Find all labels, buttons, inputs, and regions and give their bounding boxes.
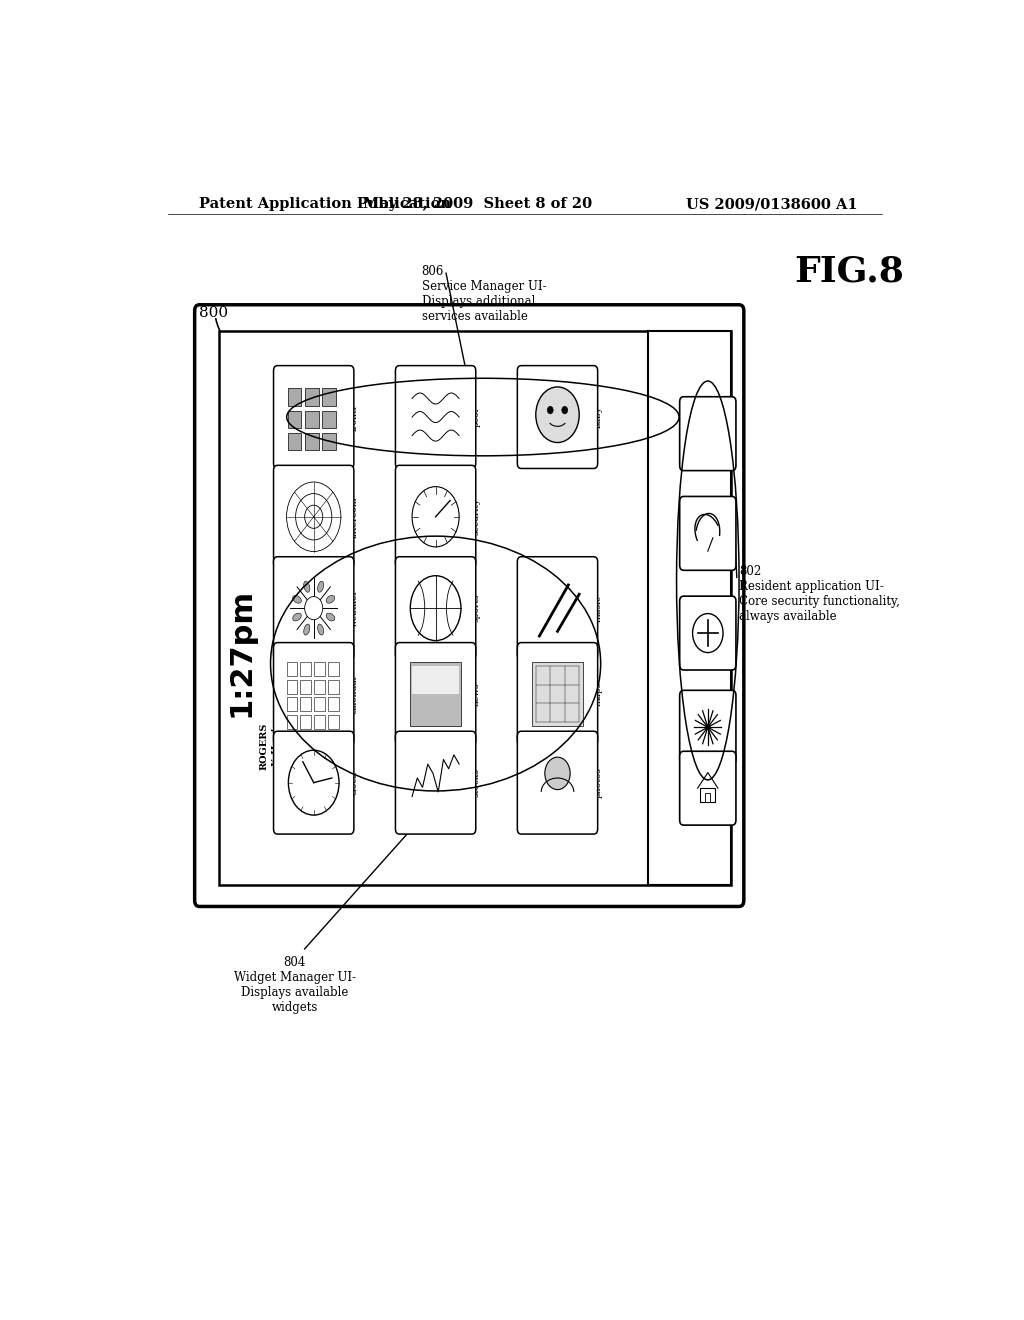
- Circle shape: [706, 725, 710, 730]
- Text: pool: pool: [472, 408, 480, 426]
- FancyBboxPatch shape: [517, 557, 598, 660]
- FancyBboxPatch shape: [273, 366, 354, 469]
- Text: weather: weather: [350, 589, 358, 627]
- FancyBboxPatch shape: [395, 643, 476, 746]
- Bar: [648, 331, 731, 886]
- Bar: [305, 411, 318, 428]
- FancyBboxPatch shape: [273, 557, 354, 660]
- FancyBboxPatch shape: [680, 496, 736, 570]
- Text: news: news: [472, 682, 480, 706]
- Text: US 2009/0138600 A1: US 2009/0138600 A1: [686, 197, 858, 211]
- Text: May 28, 2009  Sheet 8 of 20: May 28, 2009 Sheet 8 of 20: [362, 197, 592, 211]
- FancyBboxPatch shape: [517, 366, 598, 469]
- FancyBboxPatch shape: [273, 466, 354, 568]
- Bar: [532, 661, 583, 726]
- Text: security: security: [472, 498, 480, 536]
- Bar: [287, 663, 297, 676]
- Bar: [328, 680, 339, 693]
- Bar: [300, 715, 311, 729]
- FancyBboxPatch shape: [273, 643, 354, 746]
- Circle shape: [536, 387, 580, 442]
- Text: music: music: [594, 594, 603, 622]
- Text: ROGERS: ROGERS: [260, 723, 269, 771]
- Bar: [300, 697, 311, 711]
- Bar: [314, 680, 325, 693]
- Bar: [300, 663, 311, 676]
- Circle shape: [548, 407, 553, 413]
- Text: baby: baby: [594, 407, 603, 428]
- FancyBboxPatch shape: [395, 557, 476, 660]
- Text: FIG.8: FIG.8: [795, 255, 904, 289]
- FancyBboxPatch shape: [680, 690, 736, 764]
- Bar: [328, 715, 339, 729]
- FancyBboxPatch shape: [195, 305, 743, 907]
- Text: ROGERS: ROGERS: [669, 809, 677, 850]
- FancyBboxPatch shape: [680, 597, 736, 671]
- Bar: [287, 680, 297, 693]
- Text: frontr: frontr: [350, 404, 358, 430]
- Text: 804
Widget Manager UI-
Displays available
widgets: 804 Widget Manager UI- Displays availabl…: [233, 956, 355, 1014]
- Bar: [323, 411, 336, 428]
- Text: FIRE: FIRE: [668, 436, 675, 459]
- FancyBboxPatch shape: [680, 751, 736, 825]
- Circle shape: [305, 597, 323, 620]
- Bar: [706, 792, 711, 801]
- Bar: [288, 388, 301, 407]
- FancyBboxPatch shape: [273, 731, 354, 834]
- FancyBboxPatch shape: [517, 643, 598, 746]
- Circle shape: [545, 758, 570, 789]
- Text: maps: maps: [594, 682, 603, 706]
- Text: MAIN: MAIN: [668, 772, 675, 799]
- Bar: [323, 388, 336, 407]
- Bar: [411, 661, 461, 726]
- Bar: [328, 697, 339, 711]
- Text: calendar: calendar: [350, 675, 358, 714]
- Text: clock: clock: [350, 771, 358, 795]
- Bar: [305, 433, 318, 450]
- Text: MEDIC: MEDIC: [668, 536, 675, 569]
- Bar: [328, 663, 339, 676]
- Text: intercom: intercom: [350, 496, 358, 537]
- Ellipse shape: [326, 612, 335, 620]
- Ellipse shape: [326, 595, 335, 603]
- Bar: [288, 433, 301, 450]
- Ellipse shape: [317, 624, 324, 635]
- Ellipse shape: [304, 581, 310, 593]
- FancyBboxPatch shape: [517, 731, 598, 834]
- Text: 800: 800: [200, 306, 228, 319]
- Circle shape: [562, 407, 567, 413]
- Text: YaHoo!: YaHoo!: [272, 727, 281, 766]
- FancyBboxPatch shape: [395, 366, 476, 469]
- Text: photos: photos: [594, 767, 603, 799]
- Bar: [314, 697, 325, 711]
- Text: stocks: stocks: [472, 768, 480, 797]
- Ellipse shape: [317, 581, 324, 593]
- Text: Patent Application Publication: Patent Application Publication: [200, 197, 452, 211]
- FancyBboxPatch shape: [395, 466, 476, 568]
- Bar: [300, 680, 311, 693]
- Text: Security: Security: [684, 817, 692, 853]
- Bar: [323, 433, 336, 450]
- Ellipse shape: [293, 612, 301, 620]
- Bar: [700, 788, 716, 801]
- Text: 806
Service Manager UI-
Displays additional
services available: 806 Service Manager UI- Displays additio…: [422, 265, 546, 323]
- Ellipse shape: [304, 624, 310, 635]
- Bar: [288, 411, 301, 428]
- Bar: [305, 388, 318, 407]
- Ellipse shape: [293, 595, 301, 603]
- FancyBboxPatch shape: [680, 397, 736, 471]
- Text: sports: sports: [472, 594, 480, 623]
- Bar: [412, 667, 459, 694]
- Text: PANIC: PANIC: [668, 648, 675, 678]
- Text: 1:27pm: 1:27pm: [227, 587, 256, 717]
- Bar: [314, 715, 325, 729]
- Bar: [287, 715, 297, 729]
- Bar: [287, 697, 297, 711]
- Bar: [219, 331, 731, 886]
- Text: 802
Resident application UI-
Core security functionality,
always available: 802 Resident application UI- Core securi…: [739, 565, 900, 623]
- Bar: [314, 663, 325, 676]
- FancyBboxPatch shape: [395, 731, 476, 834]
